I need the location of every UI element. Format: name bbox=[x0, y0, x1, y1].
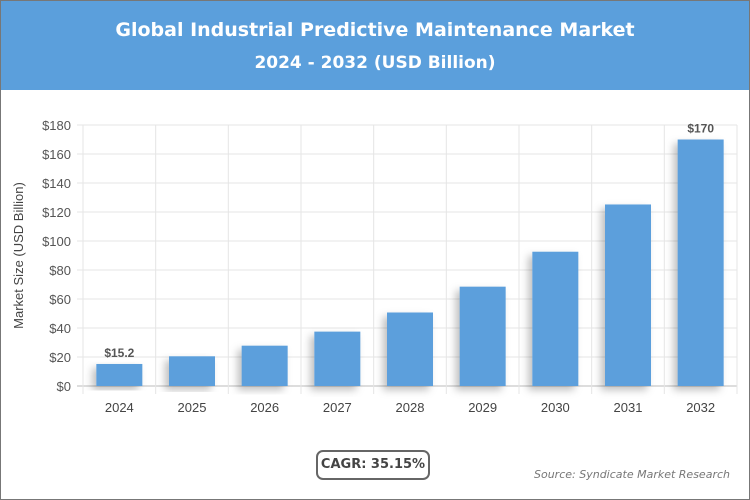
chart-subtitle: 2024 - 2032 (USD Billion) bbox=[254, 53, 496, 73]
y-tick-label: $120 bbox=[42, 205, 71, 220]
y-tick-label: $100 bbox=[42, 234, 71, 249]
chart-title: Global Industrial Predictive Maintenance… bbox=[115, 19, 635, 41]
y-tick-label: $180 bbox=[42, 118, 71, 133]
bar-2029 bbox=[459, 286, 506, 386]
x-tick-label: 2029 bbox=[468, 400, 497, 415]
x-tick-label: 2030 bbox=[541, 400, 570, 415]
data-label: $15.2 bbox=[104, 346, 134, 360]
bar-2024 bbox=[96, 363, 143, 386]
bar-2027 bbox=[314, 331, 361, 386]
bar-2032 bbox=[677, 139, 724, 386]
x-tick-label: 2028 bbox=[396, 400, 425, 415]
y-tick-label: $20 bbox=[49, 350, 71, 365]
x-tick-label: 2024 bbox=[105, 400, 134, 415]
x-tick-label: 2025 bbox=[178, 400, 207, 415]
cagr-badge: CAGR: 35.15% bbox=[316, 450, 430, 480]
source-note: Source: Syndicate Market Research bbox=[534, 468, 730, 481]
bar-2030 bbox=[532, 251, 579, 386]
y-tick-label: $0 bbox=[57, 379, 71, 394]
y-tick-label: $80 bbox=[49, 263, 71, 278]
y-tick-label: $40 bbox=[49, 321, 71, 336]
data-label: $170 bbox=[687, 122, 714, 136]
bar-2026 bbox=[241, 345, 288, 386]
y-tick-label: $140 bbox=[42, 176, 71, 191]
bar-2031 bbox=[605, 204, 651, 386]
bar-2025 bbox=[169, 356, 215, 386]
x-tick-label: 2031 bbox=[614, 400, 643, 415]
chart-header: Global Industrial Predictive Maintenance… bbox=[1, 1, 749, 90]
bar-2028 bbox=[387, 312, 433, 386]
y-axis-label: Market Size (USD Billion) bbox=[11, 182, 26, 329]
x-tick-label: 2026 bbox=[250, 400, 279, 415]
y-tick-label: $160 bbox=[42, 147, 71, 162]
y-tick-label: $60 bbox=[49, 292, 71, 307]
x-tick-label: 2027 bbox=[323, 400, 352, 415]
x-tick-label: 2032 bbox=[686, 400, 715, 415]
